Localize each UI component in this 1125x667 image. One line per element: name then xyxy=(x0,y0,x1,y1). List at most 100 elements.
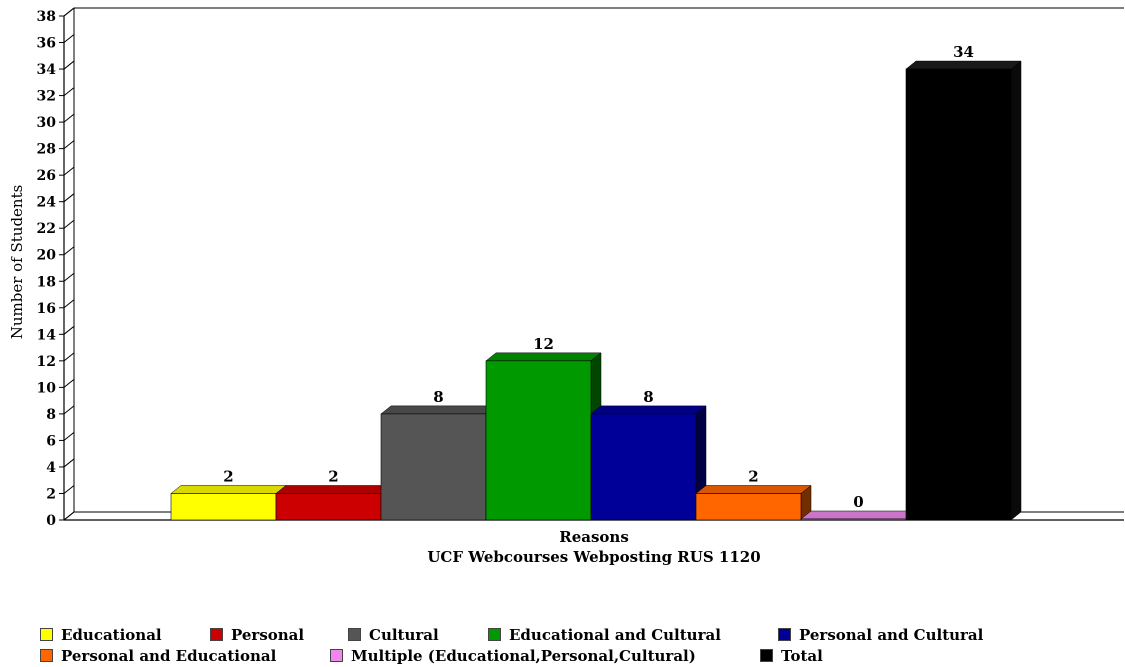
legend-swatch xyxy=(778,628,791,641)
legend-label: Multiple (Educational,Personal,Cultural) xyxy=(351,646,696,665)
y-tick-label: 32 xyxy=(37,89,56,105)
y-tick-label: 36 xyxy=(37,36,56,52)
data-label: 0 xyxy=(853,493,863,511)
legend-swatch xyxy=(330,649,343,662)
y-tick-diagonal xyxy=(63,7,75,17)
y-tick-diagonal xyxy=(63,246,75,256)
y-tick-diagonal xyxy=(63,34,75,43)
y-tick-label: 16 xyxy=(37,301,56,317)
legend-swatch xyxy=(210,628,223,641)
bar-top xyxy=(275,485,392,494)
data-label: 2 xyxy=(223,467,233,485)
bar-front xyxy=(905,68,1012,521)
legend-item: Multiple (Educational,Personal,Cultural) xyxy=(330,647,760,665)
bar-front xyxy=(275,493,382,521)
y-tick-label: 18 xyxy=(37,274,56,290)
legend-label: Total xyxy=(781,646,823,665)
y-tick-label: 8 xyxy=(46,407,56,423)
bar: 34 xyxy=(905,43,1022,521)
y-tick-diagonal xyxy=(63,87,75,96)
legend-label: Educational and Cultural xyxy=(509,625,721,644)
data-label: 2 xyxy=(328,467,338,485)
bar-top xyxy=(695,485,812,494)
legend-item: Educational xyxy=(40,626,210,644)
y-tick-diagonal xyxy=(63,325,75,335)
bar: 0 xyxy=(800,493,917,521)
y-tick-label: 24 xyxy=(37,195,57,211)
bar-side xyxy=(1010,60,1022,521)
y-tick-diagonal xyxy=(63,140,75,150)
y-tick-label: 28 xyxy=(37,142,56,158)
bar: 2 xyxy=(695,467,812,521)
y-tick-diagonal xyxy=(63,432,75,441)
legend-item: Personal and Educational xyxy=(40,647,330,665)
legend-label: Personal and Educational xyxy=(61,646,277,665)
bar: 12 xyxy=(485,335,602,521)
legend: Educational Personal Cultural Educational a… xyxy=(40,624,1110,666)
data-label: 12 xyxy=(533,335,554,353)
bar-top xyxy=(590,405,707,415)
legend-swatch xyxy=(40,649,53,662)
bar-top xyxy=(905,60,1022,70)
data-label: 8 xyxy=(643,388,653,406)
y-tick-label: 10 xyxy=(37,380,57,396)
data-label: 34 xyxy=(953,43,974,61)
bar-top xyxy=(800,510,917,520)
y-tick-label: 34 xyxy=(37,62,57,78)
bar-front xyxy=(170,493,277,521)
y-tick-diagonal xyxy=(63,299,75,309)
y-tick-diagonal xyxy=(63,166,75,176)
y-tick-diagonal xyxy=(63,458,75,468)
data-label: 8 xyxy=(433,388,443,406)
y-tick-label: 14 xyxy=(37,327,57,343)
y-tick-diagonal xyxy=(63,511,75,521)
y-axis-label: Number of Students xyxy=(8,185,26,340)
y-tick-label: 12 xyxy=(37,354,56,370)
y-tick-diagonal xyxy=(63,378,75,388)
y-tick-label: 2 xyxy=(46,486,56,502)
bar-front xyxy=(695,493,802,521)
bar-top xyxy=(485,352,602,362)
legend-swatch xyxy=(348,628,361,641)
y-tick-diagonal xyxy=(63,113,75,123)
bar: 2 xyxy=(275,467,392,521)
y-tick-diagonal xyxy=(63,219,75,229)
y-tick-diagonal xyxy=(63,352,75,362)
y-tick-label: 30 xyxy=(37,115,57,131)
legend-label: Personal xyxy=(231,625,305,644)
bar: 2 xyxy=(170,467,287,521)
bar-front xyxy=(380,413,487,521)
bar-top xyxy=(170,485,287,494)
y-tick-diagonal xyxy=(63,193,75,203)
y-tick-label: 4 xyxy=(46,460,56,476)
legend-row: Personal and Educational Multiple (Educat… xyxy=(40,645,1110,666)
chart-subtitle: UCF Webcourses Webposting RUS 1120 xyxy=(427,548,760,566)
legend-label: Educational xyxy=(61,625,162,644)
bar-front xyxy=(485,360,592,521)
bar-front xyxy=(590,413,697,521)
x-axis-label: Reasons xyxy=(559,528,629,546)
legend-swatch xyxy=(760,649,773,662)
legend-label: Cultural xyxy=(369,625,439,644)
legend-swatch xyxy=(40,628,53,641)
bar-front xyxy=(800,518,907,521)
chart-bars: 2 2 8 12 8 2 0 34 xyxy=(170,43,1022,521)
y-tick-diagonal xyxy=(63,272,75,282)
bar: 8 xyxy=(380,388,497,521)
y-tick-label: 0 xyxy=(46,513,56,529)
y-tick-diagonal xyxy=(63,60,75,70)
y-tick-label: 20 xyxy=(37,248,57,264)
data-label: 2 xyxy=(748,467,758,485)
bar-top xyxy=(380,405,497,415)
y-tick-label: 26 xyxy=(37,168,56,184)
legend-row: Educational Personal Cultural Educational a… xyxy=(40,624,1110,645)
legend-item: Personal xyxy=(210,626,348,644)
legend-item: Total xyxy=(760,647,900,665)
legend-item: Cultural xyxy=(348,626,488,644)
y-tick-diagonal xyxy=(63,485,75,494)
legend-swatch xyxy=(488,628,501,641)
legend-label: Personal and Cultural xyxy=(799,625,984,644)
y-tick-label: 22 xyxy=(37,221,56,237)
